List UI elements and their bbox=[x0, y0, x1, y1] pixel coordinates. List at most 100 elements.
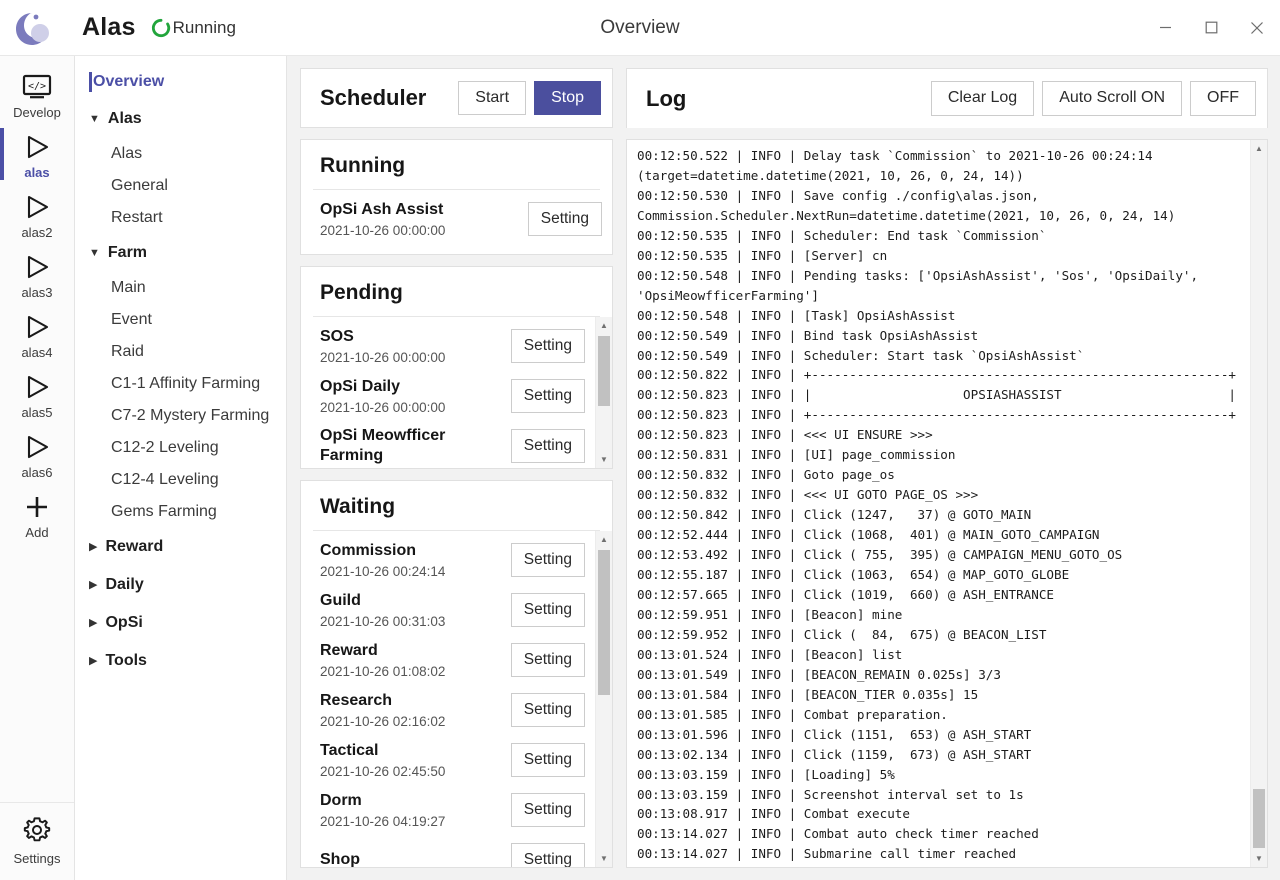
sidebar-item-c7-2-mystery-farming[interactable]: C7-2 Mystery Farming bbox=[111, 407, 270, 424]
scroll-down-icon[interactable]: ▼ bbox=[600, 854, 608, 863]
auto-scroll-off-button[interactable]: OFF bbox=[1190, 81, 1256, 116]
setting-button[interactable]: Setting bbox=[510, 693, 585, 727]
rail-item-alas6[interactable]: alas6 bbox=[0, 424, 75, 484]
task-name: Dorm bbox=[320, 791, 362, 809]
sidebar-item-overview[interactable]: Overview bbox=[75, 64, 286, 100]
nav-group-label: Daily bbox=[105, 576, 144, 593]
setting-button[interactable]: Setting bbox=[510, 593, 585, 627]
task-name: Research bbox=[320, 691, 393, 709]
log-output[interactable]: 00:12:50.522 | INFO | Delay task `Commis… bbox=[637, 148, 1236, 862]
instance-rail: </> Develop alas alas2 alas3 bbox=[0, 56, 75, 880]
task-row: OpSi Meowfficer Farming Setting bbox=[301, 421, 595, 468]
scrollbar-thumb[interactable] bbox=[1253, 789, 1265, 848]
task-info: Research 2021-10-26 02:16:02 bbox=[320, 692, 511, 729]
rail-item-alas2[interactable]: alas2 bbox=[0, 184, 75, 244]
nav-group-label: Reward bbox=[105, 538, 164, 555]
close-button[interactable] bbox=[1234, 0, 1280, 55]
auto-scroll-on-button[interactable]: Auto Scroll ON bbox=[1042, 81, 1182, 116]
setting-button[interactable]: Setting bbox=[527, 202, 602, 236]
scroll-down-icon[interactable]: ▼ bbox=[1255, 854, 1263, 863]
setting-button[interactable]: Setting bbox=[510, 429, 585, 463]
task-row: Tactical 2021-10-26 02:45:50 Setting bbox=[301, 735, 595, 785]
scroll-up-icon[interactable]: ▲ bbox=[600, 535, 608, 544]
task-info: Commission 2021-10-26 00:24:14 bbox=[320, 542, 511, 579]
clear-log-button[interactable]: Clear Log bbox=[930, 81, 1035, 116]
play-icon bbox=[23, 310, 51, 344]
nav-group-opsi[interactable]: ▶ OpSi bbox=[75, 604, 286, 642]
sidebar-item-c12-4-leveling[interactable]: C12-4 Leveling bbox=[111, 471, 219, 488]
sidebar-item-c12-2-leveling[interactable]: C12-2 Leveling bbox=[111, 439, 219, 456]
task-row: Shop Setting bbox=[301, 835, 595, 867]
pending-title: Pending bbox=[320, 281, 403, 304]
pending-scrollbar[interactable]: ▲ ▼ bbox=[595, 317, 612, 468]
scrollbar-thumb[interactable] bbox=[598, 336, 610, 407]
chevron-down-icon: ▼ bbox=[89, 246, 100, 259]
sidebar-item-alas[interactable]: Alas bbox=[111, 145, 143, 162]
task-name: Tactical bbox=[320, 741, 379, 759]
rail-label: alas2 bbox=[21, 225, 53, 240]
scheduler-title: Scheduler bbox=[320, 85, 427, 110]
task-info: Guild 2021-10-26 00:31:03 bbox=[320, 592, 511, 629]
nav-group-farm[interactable]: ▼ Farm bbox=[75, 234, 286, 272]
nav-group-reward[interactable]: ▶ Reward bbox=[75, 528, 286, 566]
scroll-up-icon[interactable]: ▲ bbox=[1255, 144, 1263, 153]
chevron-right-icon: ▶ bbox=[89, 654, 98, 667]
divider bbox=[313, 189, 600, 190]
setting-button[interactable]: Setting bbox=[510, 543, 585, 577]
task-name: Commission bbox=[320, 541, 417, 559]
nav-group-tools[interactable]: ▶ Tools bbox=[75, 642, 286, 680]
task-name: Guild bbox=[320, 591, 361, 609]
setting-button[interactable]: Setting bbox=[510, 743, 585, 777]
setting-button[interactable]: Setting bbox=[510, 793, 585, 827]
maximize-button[interactable] bbox=[1188, 0, 1234, 55]
scrollbar-track[interactable] bbox=[1251, 157, 1267, 850]
minimize-button[interactable] bbox=[1142, 0, 1188, 55]
setting-button[interactable]: Setting bbox=[510, 329, 585, 363]
running-task-list: OpSi Ash Assist 2021-10-26 00:00:00 Sett… bbox=[301, 190, 612, 248]
setting-button[interactable]: Setting bbox=[510, 379, 585, 413]
rail-label: Develop bbox=[13, 105, 61, 120]
nav-group-label: Alas bbox=[107, 110, 142, 127]
rail-item-alas3[interactable]: alas3 bbox=[0, 244, 75, 304]
rail-item-alas[interactable]: alas bbox=[0, 124, 75, 184]
divider bbox=[313, 316, 600, 317]
scroll-up-icon[interactable]: ▲ bbox=[600, 321, 608, 330]
scroll-down-icon[interactable]: ▼ bbox=[600, 455, 608, 464]
nav-group-alas[interactable]: ▼ Alas bbox=[75, 100, 286, 138]
scrollbar-thumb[interactable] bbox=[598, 550, 610, 695]
title-bar: Alas Running Overview bbox=[0, 0, 1280, 56]
task-info: OpSi Ash Assist 2021-10-26 00:00:00 bbox=[320, 201, 528, 238]
task-info: SOS 2021-10-26 00:00:00 bbox=[320, 328, 511, 365]
rail-item-settings[interactable]: Settings bbox=[0, 802, 74, 880]
task-row: Reward 2021-10-26 01:08:02 Setting bbox=[301, 635, 595, 685]
rail-item-develop[interactable]: </> Develop bbox=[0, 64, 75, 124]
sidebar-item-restart[interactable]: Restart bbox=[111, 209, 163, 226]
log-card: 00:12:50.522 | INFO | Delay task `Commis… bbox=[626, 139, 1268, 868]
app-name: Alas bbox=[82, 13, 136, 41]
log-buttons: Clear Log Auto Scroll ON OFF bbox=[930, 81, 1256, 116]
sidebar-item-gems-farming[interactable]: Gems Farming bbox=[111, 503, 217, 520]
waiting-scrollbar[interactable]: ▲ ▼ bbox=[595, 531, 612, 867]
start-button[interactable]: Start bbox=[458, 80, 527, 116]
pending-panel: Pending SOS 2021-10-26 00:00:00 Setting bbox=[300, 266, 613, 469]
scrollbar-track[interactable] bbox=[596, 548, 612, 850]
rail-item-add[interactable]: Add bbox=[0, 484, 75, 544]
gear-icon bbox=[22, 815, 52, 850]
task-info: Shop bbox=[320, 851, 511, 867]
rail-item-alas4[interactable]: alas4 bbox=[0, 304, 75, 364]
sidebar-item-main[interactable]: Main bbox=[111, 279, 146, 296]
task-info: Tactical 2021-10-26 02:45:50 bbox=[320, 742, 511, 779]
sidebar-item-general[interactable]: General bbox=[111, 177, 168, 194]
task-row: SOS 2021-10-26 00:00:00 Setting bbox=[301, 321, 595, 371]
stop-button[interactable]: Stop bbox=[534, 80, 601, 116]
sidebar-item-raid[interactable]: Raid bbox=[111, 343, 144, 360]
setting-button[interactable]: Setting bbox=[510, 843, 585, 867]
nav-group-daily[interactable]: ▶ Daily bbox=[75, 566, 286, 604]
sidebar-item-c1-1-affinity-farming[interactable]: C1-1 Affinity Farming bbox=[111, 375, 261, 392]
rail-item-alas5[interactable]: alas5 bbox=[0, 364, 75, 424]
log-scrollbar[interactable]: ▲ ▼ bbox=[1250, 140, 1267, 867]
waiting-title: Waiting bbox=[320, 495, 396, 518]
scrollbar-track[interactable] bbox=[596, 334, 612, 451]
sidebar-item-event[interactable]: Event bbox=[111, 311, 152, 328]
setting-button[interactable]: Setting bbox=[510, 643, 585, 677]
